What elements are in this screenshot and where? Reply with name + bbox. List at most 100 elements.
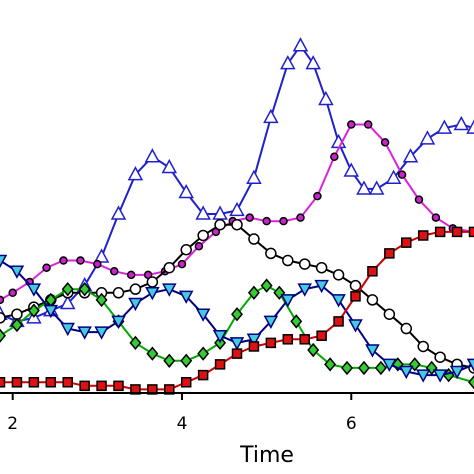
data-point	[0, 312, 6, 324]
data-point	[247, 285, 260, 300]
data-point	[94, 326, 109, 340]
data-point	[180, 377, 192, 388]
data-point	[260, 278, 273, 293]
data-point	[214, 359, 226, 370]
series-5	[0, 254, 474, 383]
data-point	[195, 308, 211, 322]
data-point	[93, 248, 110, 263]
data-point	[126, 270, 136, 280]
data-point	[280, 55, 296, 70]
data-point	[349, 279, 362, 292]
series-layer	[0, 37, 474, 395]
data-point	[402, 148, 419, 163]
data-point	[62, 377, 73, 388]
x-tick-label: 4	[177, 414, 188, 434]
data-point	[79, 380, 90, 392]
data-point	[417, 230, 429, 241]
series-6	[0, 226, 474, 395]
data-point	[59, 256, 68, 265]
data-point	[178, 183, 194, 199]
data-point	[297, 283, 312, 297]
data-point	[385, 169, 402, 184]
data-point	[333, 316, 344, 327]
data-point	[11, 308, 23, 320]
data-point	[434, 351, 446, 363]
data-point	[195, 205, 211, 220]
data-point	[434, 226, 446, 238]
data-point	[262, 216, 271, 226]
data-point	[298, 258, 311, 270]
data-point	[282, 254, 294, 267]
data-point	[161, 158, 178, 174]
data-point	[282, 334, 294, 345]
data-point	[263, 108, 279, 124]
data-point	[59, 294, 76, 310]
data-point	[330, 152, 339, 161]
data-point	[0, 377, 6, 388]
data-point	[343, 162, 360, 177]
data-point	[380, 138, 390, 147]
x-tick-label: 2	[7, 414, 18, 434]
data-point	[28, 377, 40, 388]
data-point	[27, 303, 40, 318]
data-point	[76, 256, 85, 265]
data-point	[316, 330, 327, 341]
data-point	[110, 267, 119, 276]
x-tick-label: 6	[346, 414, 357, 434]
data-point	[299, 334, 310, 345]
data-point	[197, 229, 209, 242]
data-point	[419, 130, 436, 145]
data-point	[248, 341, 260, 352]
data-point	[318, 90, 334, 106]
data-point	[180, 353, 193, 368]
data-point	[384, 248, 395, 259]
data-point	[399, 365, 414, 380]
data-point	[111, 315, 126, 329]
data-point	[45, 377, 57, 388]
data-point	[466, 119, 474, 134]
data-point	[146, 346, 159, 361]
data-point	[347, 120, 356, 129]
data-point	[280, 294, 296, 308]
data-point	[305, 55, 321, 70]
data-point	[8, 288, 17, 298]
data-point	[78, 282, 91, 297]
data-point	[163, 353, 176, 368]
data-point	[468, 226, 474, 238]
data-point	[10, 317, 23, 333]
data-point	[400, 322, 413, 335]
data-point	[178, 290, 194, 304]
data-point	[246, 333, 262, 347]
data-point	[292, 37, 309, 52]
data-point	[383, 308, 396, 320]
data-point	[128, 297, 143, 312]
data-point	[127, 166, 144, 181]
data-point	[415, 369, 431, 383]
data-point	[468, 375, 474, 390]
data-point	[331, 294, 346, 308]
data-point	[246, 169, 262, 184]
data-point	[61, 282, 74, 297]
data-point	[265, 247, 277, 260]
data-point	[466, 358, 474, 372]
data-point	[26, 283, 42, 297]
data-point	[110, 205, 127, 220]
data-point	[397, 170, 407, 179]
data-point	[129, 335, 142, 351]
data-point	[382, 358, 397, 372]
data-point	[194, 241, 204, 251]
data-point	[0, 295, 5, 305]
data-point	[113, 380, 124, 392]
data-point	[451, 226, 463, 238]
data-point	[212, 329, 228, 344]
data-point	[315, 261, 328, 274]
data-point	[368, 180, 385, 195]
data-point	[374, 360, 387, 376]
data-point	[95, 292, 108, 308]
data-point	[245, 213, 254, 222]
data-point	[231, 348, 243, 359]
x-axis-title: Time	[239, 443, 294, 468]
data-point	[11, 377, 23, 388]
data-point	[129, 283, 142, 295]
data-point	[42, 263, 51, 272]
